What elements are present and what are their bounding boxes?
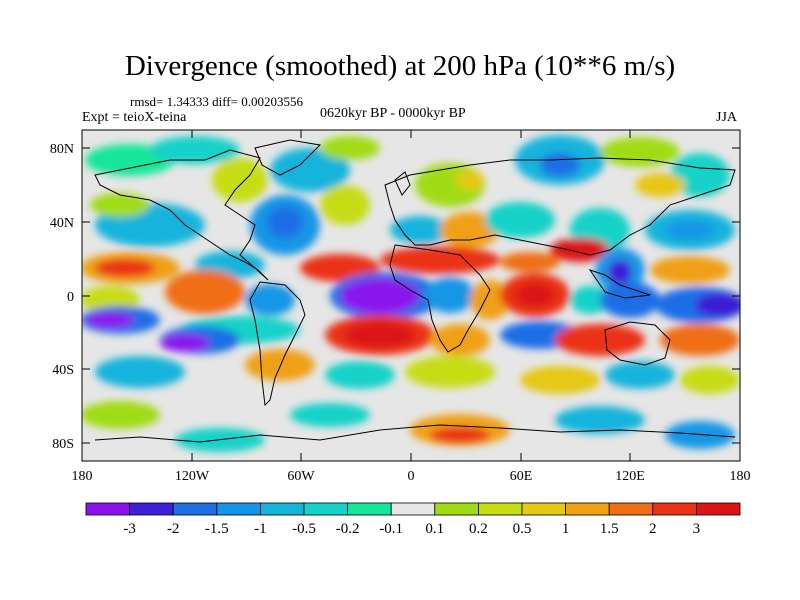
lat-tick-label: 0 — [67, 290, 74, 305]
colorbar-label: 3 — [693, 521, 701, 537]
colorbar-label: -1.5 — [205, 521, 229, 537]
lon-tick-label: 180 — [730, 469, 751, 484]
colorbar-label: -2 — [167, 521, 180, 537]
lat-tick-marks — [82, 147, 740, 444]
lat-tick-label: 40N — [50, 216, 74, 231]
colorbar-swatch — [477, 502, 523, 516]
colorbar-labels: -3 -2 -1.5 -1 -0.5 -0.2 -0.1 0.1 0.2 0.5… — [123, 521, 700, 537]
lon-tick-label: 180 — [72, 469, 93, 484]
colorbar-label: 1 — [562, 521, 570, 537]
colorbar-swatch — [521, 502, 566, 516]
colorbar-label: -0.2 — [336, 521, 360, 537]
colorbar-label: -1 — [254, 521, 267, 537]
experiment-label: Expt = teioX-teina — [82, 110, 187, 125]
lon-tick-label: 0 — [408, 469, 415, 484]
lat-tick-label: 40S — [52, 363, 74, 378]
lon-tick-labels: 180 120W 60W 0 60E 120E 180 — [72, 469, 751, 484]
colorbar-label: 0.2 — [469, 521, 488, 537]
colorbar-swatch — [608, 502, 654, 516]
colorbar — [85, 502, 741, 516]
lat-tick-label: 80N — [50, 142, 74, 157]
colorbar-label: 0.5 — [513, 521, 532, 537]
colorbar-swatch — [259, 502, 305, 516]
colorbar-swatch — [390, 502, 436, 516]
colorbar-swatch — [347, 502, 392, 516]
colorbar-swatch — [172, 502, 218, 516]
lon-tick-label: 60E — [510, 469, 533, 484]
lat-tick-label: 80S — [52, 437, 74, 452]
colorbar-swatch — [85, 502, 130, 516]
season-label: JJA — [716, 110, 738, 125]
colorbar-swatch — [565, 502, 610, 516]
lon-tick-marks — [81, 130, 741, 461]
colorbar-label: -0.1 — [379, 521, 403, 537]
colorbar-label: -0.5 — [292, 521, 316, 537]
colorbar-swatch — [434, 502, 479, 516]
colorbar-label: 2 — [649, 521, 657, 537]
map-field — [82, 130, 740, 461]
colorbar-swatch — [129, 502, 174, 516]
lon-tick-label: 60W — [287, 469, 315, 484]
lon-tick-label: 120E — [615, 469, 645, 484]
colorbar-swatch — [303, 502, 348, 516]
stats-line: rmsd= 1.34333 diff= 0.00203556 — [130, 94, 303, 109]
coastlines — [94, 139, 736, 443]
lon-tick-label: 120W — [175, 469, 210, 484]
colorbar-label: -3 — [123, 521, 136, 537]
colorbar-swatch — [216, 502, 261, 516]
colorbar-swatch — [652, 502, 697, 516]
period-label: 0620kyr BP - 0000kyr BP — [320, 106, 466, 121]
colorbar-swatch — [696, 502, 741, 516]
lat-tick-labels: 80N 40N 0 40S 80S — [50, 142, 74, 452]
colorbar-label: 1.5 — [600, 521, 619, 537]
colorbar-label: 0.1 — [425, 521, 444, 537]
map-title: Divergence (smoothed) at 200 hPa (10**6 … — [124, 50, 676, 82]
